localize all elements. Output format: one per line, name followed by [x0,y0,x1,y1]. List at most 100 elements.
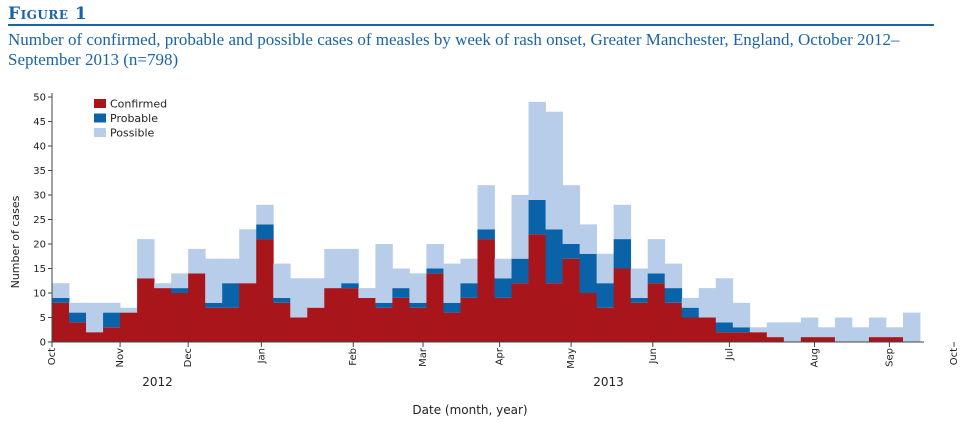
x-month-label-sep-11: Sep [884,348,895,367]
bar-probable-week-39 [715,322,734,333]
bar-possible-week-35 [647,239,666,274]
bar-probable-week-26 [494,278,512,298]
x-month-label-feb-4: Feb [348,348,359,366]
legend-swatch-probable [94,113,106,123]
bar-possible-week-40 [732,302,751,328]
y-tick-label-5: 5 [40,313,46,324]
legend-label-probable: Probable [110,112,158,125]
x-month-label-oct-12: Oct [949,348,960,365]
bar-possible-week-33 [613,204,632,240]
x-month-label-may-7: May [566,348,577,369]
bar-possible-week-18 [358,288,376,298]
bar-confirmed-week-10 [222,307,240,342]
bar-confirmed-week-42 [766,337,785,342]
bar-possible-week-22 [426,244,444,269]
bar-possible-week-5 [137,239,155,279]
bar-probable-week-25 [477,229,495,240]
bar-confirmed-week-39 [715,332,734,342]
bar-confirmed-week-13 [273,302,291,342]
bar-possible-week-46 [834,317,853,342]
bar-possible-week-8 [188,248,206,274]
y-tick-label-40: 40 [33,142,46,153]
bar-confirmed-week-11 [239,283,257,342]
bar-possible-week-48 [868,317,887,338]
bar-possible-week-47 [851,327,870,342]
y-tick-label-35: 35 [33,166,46,177]
x-month-label-dec-2: Dec [183,348,194,367]
bar-confirmed-week-23 [443,312,461,342]
bar-probable-week-13 [273,297,291,303]
bars [52,101,921,342]
bar-confirmed-week-33 [613,268,632,342]
bar-confirmed-week-45 [817,337,836,342]
bar-possible-week-45 [817,327,836,338]
bar-probable-week-7 [171,288,189,293]
y-tick-label-50: 50 [33,93,46,104]
bar-possible-week-6 [154,283,172,289]
bar-probable-week-36 [664,288,683,303]
y-tick-label-30: 30 [33,191,46,202]
bar-probable-week-3 [103,312,121,328]
bar-probable-week-29 [545,229,563,284]
bar-possible-week-37 [681,297,700,308]
bar-possible-week-30 [562,185,581,244]
x-month-label-apr-6: Apr [495,347,506,365]
legend-swatch-confirmed [94,99,106,108]
bar-confirmed-week-18 [358,297,376,342]
x-month-label-jul-9: Jul [724,348,735,361]
figure-label: Figure 1 [8,4,88,24]
bar-probable-week-40 [732,327,751,333]
bar-confirmed-week-29 [545,283,563,342]
bar-possible-week-11 [239,229,257,284]
legend-swatch-possible [94,128,106,137]
x-month-label-jan-3: Jan [256,348,267,364]
bar-confirmed-week-17 [341,288,359,342]
y-tick-label-20: 20 [33,240,46,251]
bar-possible-week-7 [171,273,189,289]
bar-possible-week-49 [885,327,904,338]
bar-confirmed-week-0 [52,302,70,342]
axes: 0 5 10 15 20 25 30 35 40 45 50 Oct Nov Dec Jan Feb Mar Ap… [33,93,960,390]
bar-possible-week-25 [477,185,495,230]
figure-title: Number of confirmed, probable and possib… [8,30,900,69]
bar-possible-week-32 [596,253,615,284]
bar-confirmed-week-34 [630,302,649,342]
bar-possible-week-26 [494,258,512,279]
bar-confirmed-week-36 [664,302,683,342]
bar-probable-week-0 [52,297,70,303]
bar-probable-week-28 [528,199,546,235]
bar-possible-week-15 [307,278,325,308]
bar-confirmed-week-27 [511,283,529,342]
bar-confirmed-week-37 [681,317,700,342]
bar-probable-week-35 [647,273,666,284]
bar-possible-week-1 [69,302,87,313]
bar-confirmed-week-16 [324,288,342,342]
bar-possible-week-31 [579,224,598,254]
bar-possible-week-13 [273,263,291,298]
bar-possible-week-39 [715,278,734,323]
bar-confirmed-week-26 [494,297,512,342]
bar-probable-week-10 [222,283,240,308]
bar-confirmed-week-48 [868,337,887,342]
bar-confirmed-week-14 [290,317,308,342]
x-month-label-aug-10: Aug [809,348,820,368]
bar-probable-week-19 [375,302,393,308]
bar-confirmed-week-19 [375,307,393,342]
bar-possible-week-23 [443,263,461,303]
bar-probable-week-34 [630,297,649,303]
y-tick-label-25: 25 [33,215,46,226]
bar-possible-week-29 [545,111,563,230]
bar-possible-week-27 [511,195,529,259]
bar-possible-week-17 [341,248,359,284]
bar-confirmed-week-5 [137,278,155,342]
bar-confirmed-week-3 [103,327,121,342]
bar-confirmed-week-1 [69,322,87,342]
bar-possible-week-16 [324,248,342,289]
bar-probable-week-31 [579,253,598,293]
bar-confirmed-week-2 [86,332,104,342]
bar-possible-week-0 [52,283,70,298]
bar-possible-week-2 [86,302,104,333]
bar-probable-week-33 [613,239,632,269]
